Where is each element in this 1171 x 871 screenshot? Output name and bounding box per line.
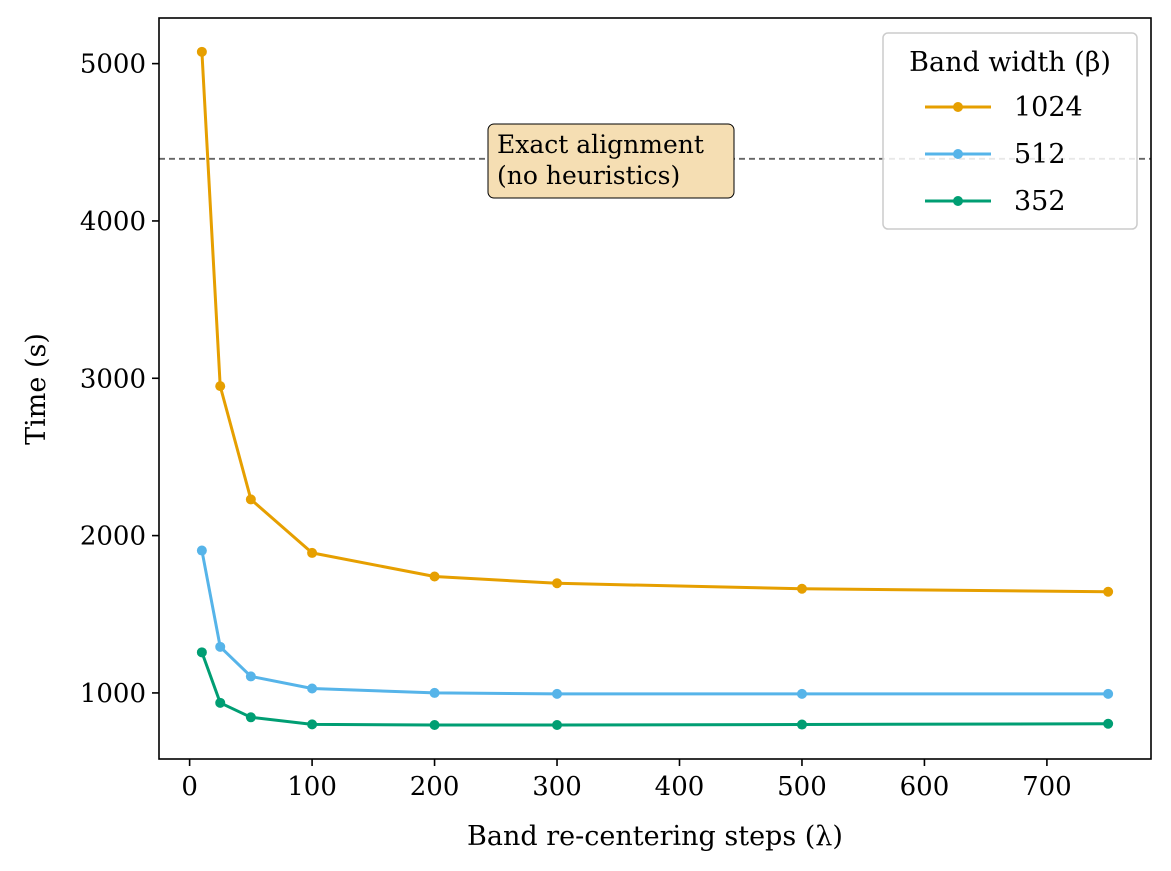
data-point-1024 [797,584,807,594]
annotation-line-1: Exact alignment [497,130,704,159]
data-point-512 [1103,689,1113,699]
y-tick-label: 4000 [80,207,146,237]
legend: Band width (β) 1024 512 352 [883,33,1137,229]
legend-marker-1024 [953,102,963,112]
legend-marker-512 [953,149,963,159]
y-axis-label: Time (s) [21,333,52,445]
x-tick-label: 700 [1022,772,1072,802]
legend-marker-352 [953,196,963,206]
legend-label-512: 512 [1014,139,1066,170]
data-point-352 [246,712,256,722]
data-point-1024 [430,572,440,582]
data-point-352 [797,720,807,730]
data-point-512 [307,684,317,694]
x-axis-label: Band re-centering steps (λ) [467,821,843,852]
data-point-352 [307,719,317,729]
annotation: Exact alignment (no heuristics) [488,124,734,198]
data-point-352 [215,698,225,708]
y-tick-label: 2000 [80,522,146,552]
legend-label-1024: 1024 [1014,92,1083,123]
data-point-1024 [197,47,207,57]
data-point-1024 [552,578,562,588]
data-point-512 [215,642,225,652]
data-point-1024 [307,548,317,558]
data-point-1024 [246,494,256,504]
y-tick-label: 3000 [80,364,146,394]
x-tick-label: 400 [655,772,705,802]
data-point-352 [1103,719,1113,729]
data-point-512 [797,689,807,699]
y-tick-label: 1000 [80,679,146,709]
y-tick-label: 5000 [80,50,146,80]
data-point-512 [197,546,207,556]
data-point-512 [430,688,440,698]
annotation-line-2: (no heuristics) [497,161,680,190]
x-tick-label: 100 [287,772,337,802]
x-tick-label: 500 [777,772,827,802]
data-point-352 [552,720,562,730]
legend-label-352: 352 [1014,186,1066,217]
x-tick-label: 600 [900,772,950,802]
legend-title: Band width (β) [909,47,1111,78]
x-tick-label: 200 [410,772,460,802]
data-point-352 [197,647,207,657]
data-point-1024 [1103,587,1113,597]
data-point-512 [246,671,256,681]
x-tick-label: 300 [532,772,582,802]
data-point-512 [552,689,562,699]
data-point-352 [430,720,440,730]
x-tick-label: 0 [181,772,198,802]
data-point-1024 [215,381,225,391]
